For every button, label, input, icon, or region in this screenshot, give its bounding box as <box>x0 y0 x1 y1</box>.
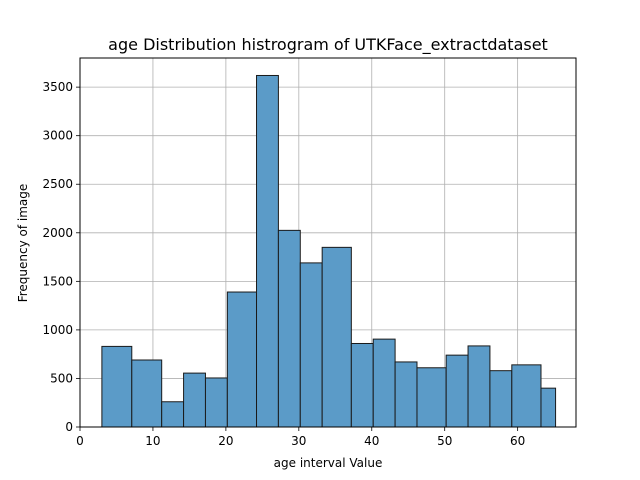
y-tick-label: 500 <box>50 371 73 385</box>
x-tick-label: 50 <box>437 434 452 448</box>
y-tick-label: 3500 <box>42 80 73 94</box>
chart-title: age Distribution histrogram of UTKFace_e… <box>108 35 548 55</box>
bars-group <box>101 74 557 428</box>
histogram-bar <box>183 372 206 428</box>
histogram-bar <box>489 370 513 428</box>
x-axis-title: age interval Value <box>274 456 383 470</box>
histogram-bar <box>350 342 374 428</box>
histogram-bar <box>321 246 352 428</box>
histogram-bar <box>467 345 491 428</box>
y-tick-label: 2000 <box>42 226 73 240</box>
histogram-bar <box>372 338 396 428</box>
x-tick-label: 40 <box>364 434 379 448</box>
y-tick-label: 2500 <box>42 177 73 191</box>
y-tick-label: 1000 <box>42 323 73 337</box>
histogram-bar <box>511 364 542 428</box>
histogram-bar <box>161 401 185 428</box>
y-axis-title: Frequency of image <box>16 184 30 303</box>
histogram-bar <box>445 354 469 428</box>
grid-lines <box>79 58 576 428</box>
x-axis: 0 10 20 30 40 50 60 <box>76 427 525 448</box>
histogram-bar <box>416 367 447 428</box>
plot-frame <box>79 57 577 428</box>
y-tick-label: 0 <box>65 420 73 434</box>
histogram-bar <box>277 229 301 428</box>
x-tick-label: 0 <box>76 434 84 448</box>
x-tick-label: 10 <box>145 434 160 448</box>
x-tick-label: 30 <box>291 434 306 448</box>
histogram-bar <box>394 361 418 428</box>
histogram-bar <box>226 291 258 428</box>
y-tick-label: 1500 <box>42 274 73 288</box>
histogram-bar <box>204 377 228 428</box>
x-tick-label: 20 <box>218 434 233 448</box>
y-tick-label: 3000 <box>42 129 73 143</box>
histogram-bar <box>101 345 133 428</box>
x-tick-label: 60 <box>510 434 525 448</box>
y-axis: 0 500 1000 1500 2000 2500 3000 3500 <box>42 80 80 434</box>
histogram-bar <box>131 359 163 428</box>
histogram-bar <box>299 262 323 428</box>
histogram-bar <box>256 74 279 428</box>
histogram-bar <box>540 387 557 428</box>
